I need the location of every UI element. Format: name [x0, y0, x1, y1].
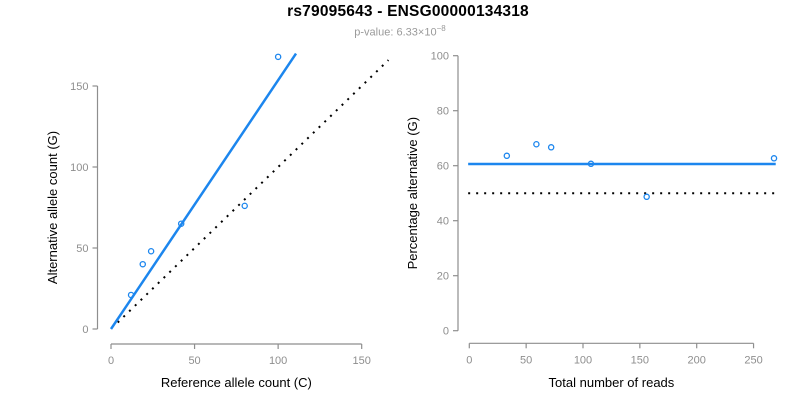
- y-tick-label: 0: [443, 326, 449, 338]
- data-point: [770, 155, 778, 162]
- y-axis-title: Alternative allele count (G): [45, 131, 60, 284]
- fit-line: [109, 52, 298, 330]
- x-tick-label: 50: [520, 354, 532, 366]
- y-tick-label: 50: [76, 243, 88, 255]
- figure-subtitle: p-value: 6.33×10−8: [0, 24, 800, 39]
- data-point: [533, 140, 540, 148]
- x-tick-label: 150: [353, 355, 371, 367]
- data-point: [127, 291, 135, 299]
- x-tick-label: 0: [466, 354, 472, 366]
- y-tick-label: 150: [70, 81, 88, 93]
- pvalue-mantissa: 6.33: [396, 26, 418, 39]
- pvalue-prefix: p-value:: [354, 26, 397, 39]
- reference-line: [116, 59, 390, 324]
- x-axis-title: Total number of reads: [549, 375, 675, 390]
- data-point: [587, 160, 595, 168]
- pvalue-exponent: −8: [436, 24, 446, 33]
- x-tick-label: 100: [269, 355, 287, 367]
- data-point: [147, 247, 155, 255]
- y-axis-title: Percentage alternative (G): [405, 117, 420, 269]
- data-point: [139, 260, 147, 268]
- data-point: [241, 202, 248, 210]
- y-tick-label: 100: [70, 162, 88, 174]
- x-tick-label: 50: [188, 355, 200, 367]
- data-point: [274, 53, 282, 61]
- x-tick-label: 100: [574, 354, 592, 366]
- y-tick-label: 60: [437, 161, 449, 173]
- y-tick-label: 100: [431, 51, 449, 63]
- pvalue-multiplier: ×10: [417, 26, 437, 39]
- figure-title: rs79095643 - ENSG00000134318: [287, 3, 529, 20]
- x-axis-title: Reference allele count (C): [161, 375, 312, 390]
- data-point: [177, 220, 185, 227]
- data-point: [547, 144, 555, 151]
- x-tick-label: 200: [688, 354, 706, 366]
- y-tick-label: 40: [437, 216, 449, 228]
- x-tick-label: 150: [631, 354, 649, 366]
- y-tick-label: 80: [437, 106, 449, 118]
- x-tick-label: 250: [744, 354, 762, 366]
- y-tick-label: 0: [82, 324, 88, 336]
- data-point: [643, 193, 650, 201]
- data-point: [503, 152, 511, 160]
- y-tick-label: 20: [437, 271, 449, 283]
- x-tick-label: 0: [108, 355, 114, 367]
